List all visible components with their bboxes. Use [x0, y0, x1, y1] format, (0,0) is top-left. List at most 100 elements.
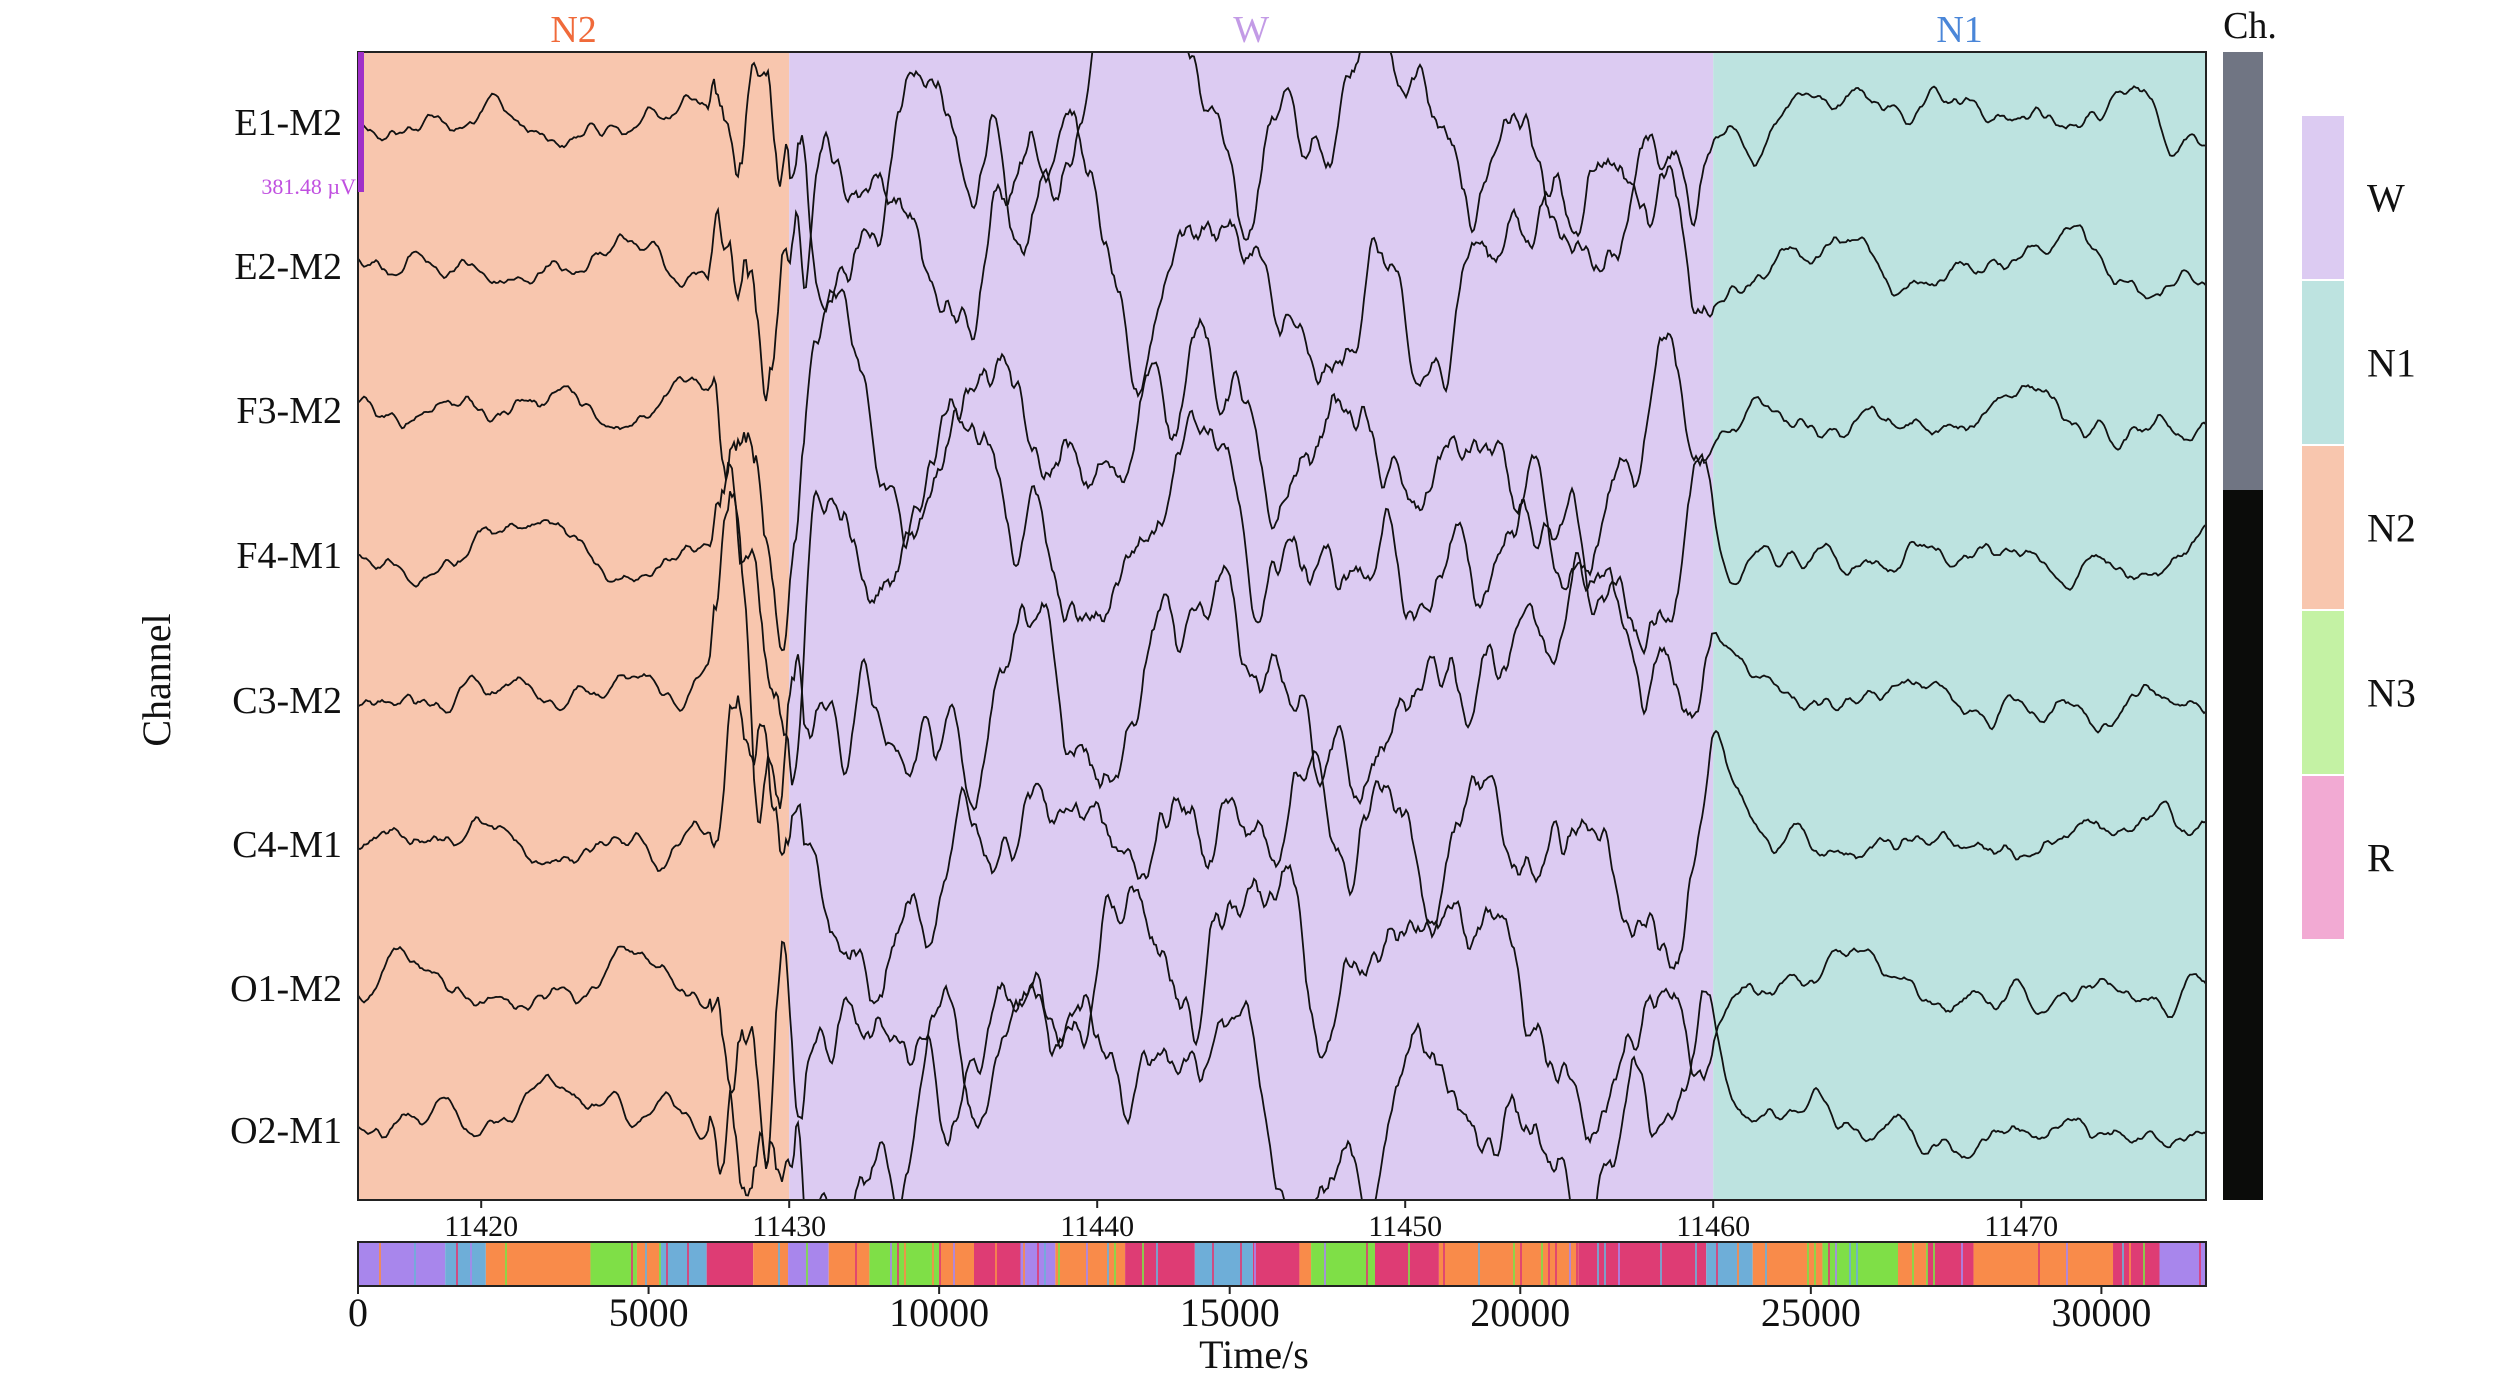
hypnogram-segment-n3	[1311, 1242, 1375, 1286]
hypnogram-stripe	[687, 1242, 689, 1286]
hypnogram-stripe	[1471, 1242, 1473, 1286]
hypnogram-segment-w	[788, 1242, 829, 1286]
hypnogram-stripe	[1513, 1242, 1515, 1286]
hypnogram-stripe	[1919, 1242, 1921, 1286]
hypnogram-stripe	[855, 1242, 857, 1286]
plot-frame	[357, 51, 2207, 1201]
hypnogram-stripe	[890, 1242, 892, 1286]
legend-swatch-r	[2302, 776, 2344, 939]
hypnogram-stripe	[1254, 1242, 1256, 1286]
hypnogram-segment-w	[358, 1242, 446, 1286]
hypnogram-segment-r	[1125, 1242, 1195, 1286]
hypnogram-stripe	[1387, 1242, 1389, 1286]
epoch-tick-label: 11450	[1368, 1210, 1442, 1243]
hypnogram-segment-n3	[590, 1242, 637, 1286]
hypnogram-stripe	[1695, 1242, 1697, 1286]
hypnogram-segment-n1	[445, 1242, 486, 1286]
hypnogram-stripe	[456, 1242, 458, 1286]
hypnogram-stripe	[666, 1242, 668, 1286]
hypnogram-stripe	[1107, 1242, 1109, 1286]
channel-label-o2-m1: O2-M1	[230, 1110, 342, 1152]
hypnogram-stripe	[1121, 1242, 1123, 1286]
signal-o2-m1	[358, 971, 2206, 1200]
hypnogram-stripe	[1793, 1242, 1795, 1286]
hypnogram-stripe	[2199, 1242, 2201, 1286]
hypnogram-stripe	[2038, 1242, 2040, 1286]
channel-label-o1-m2: O1-M2	[230, 968, 342, 1010]
hypnogram-segment-n2	[753, 1242, 789, 1286]
epoch-segment-n2	[358, 52, 790, 1200]
hypnogram-stripe	[1604, 1242, 1606, 1286]
channel-bar-label: Ch.	[2223, 5, 2277, 47]
hypnogram-stripe	[1114, 1242, 1116, 1286]
signal-e2-m2	[358, 107, 2206, 402]
hypnogram-stripe	[1569, 1242, 1571, 1286]
hypnogram-stripe	[1828, 1242, 1830, 1286]
hypnogram-stripe	[470, 1242, 472, 1286]
hypnogram-stripe	[1716, 1242, 1718, 1286]
hypnogram-stripe	[904, 1242, 906, 1286]
signal-f3-m2	[358, 288, 2206, 652]
hypnogram-stripe	[1086, 1242, 1088, 1286]
hypnogram-segment-r	[2113, 1242, 2160, 1286]
signal-e1-m2	[358, 52, 2206, 313]
hypnogram-stripe	[1240, 1242, 1242, 1286]
hypnogram-stripe	[1548, 1242, 1550, 1286]
hypnogram-stripe	[1835, 1242, 1837, 1286]
epoch-tick-label: 11460	[1676, 1210, 1750, 1243]
hypnogram-stripe	[995, 1242, 997, 1286]
hypnogram-stripe	[1520, 1242, 1522, 1286]
hypnogram-stripe	[505, 1242, 507, 1286]
hypnogram-stripe	[932, 1242, 934, 1286]
hypnogram-segment-n2	[1752, 1242, 1823, 1286]
hypnogram-segment-r	[1374, 1242, 1439, 1286]
hypnogram-stripe	[1660, 1242, 1662, 1286]
hypnogram-stripe	[1541, 1242, 1543, 1286]
channel-label-f3-m2: F3-M2	[236, 390, 342, 432]
hypnogram-stripe	[379, 1242, 381, 1286]
hypnogram-frame	[357, 1241, 2207, 1287]
epoch-background	[358, 52, 2206, 1200]
channel-label-c3-m2: C3-M2	[232, 680, 342, 722]
channel-bar-top	[2223, 52, 2263, 490]
signal-f4-m1	[358, 407, 2206, 786]
hypnogram-stripe	[2066, 1242, 2068, 1286]
hypnogram-stripe	[1037, 1242, 1039, 1286]
epoch-tick-label: 11470	[1984, 1210, 2058, 1243]
hypnogram-segment-n2	[939, 1242, 974, 1286]
signal-c4-m1	[358, 695, 2206, 1005]
legend-swatch-n2	[2302, 446, 2344, 609]
hypnogram-tick-label: 5000	[609, 1290, 689, 1335]
legend-label-r: R	[2367, 836, 2394, 881]
hypnogram-stripe	[1023, 1242, 1025, 1286]
hypnogram-stripe	[939, 1242, 941, 1286]
hypnogram-stripe	[645, 1242, 647, 1286]
hypnogram-segment-n2	[1438, 1242, 1579, 1286]
hypnogram-stripe	[953, 1242, 955, 1286]
y-axis-label: Channel	[134, 613, 179, 746]
hypnogram-tick-label: 15000	[1180, 1290, 1280, 1335]
hypnogram-stripe	[1807, 1242, 1809, 1286]
hypnogram-segment-w	[2159, 1242, 2206, 1286]
hypnogram-segment-n2	[1973, 1242, 2114, 1286]
hypnogram-stripe	[1534, 1242, 1536, 1286]
hypnogram-tick-label: 0	[348, 1290, 368, 1335]
hypnogram-stripe	[1856, 1242, 1858, 1286]
hypnogram-tick-label: 20000	[1470, 1290, 1570, 1335]
hypnogram-segment-n1	[1194, 1242, 1253, 1286]
hypnogram-stripe	[1142, 1242, 1144, 1286]
hypnogram-stripe	[1737, 1242, 1739, 1286]
hypnogram-stripe	[1849, 1242, 1851, 1286]
hypnogram-stripe	[1912, 1242, 1914, 1286]
hypnogram-stripe	[778, 1242, 780, 1286]
hypnogram-stripe	[2010, 1242, 2012, 1286]
hypnogram-stripe	[1366, 1242, 1368, 1286]
hypnogram-time-ticks: 0 5000 10000 15000 20000 25000 30000	[348, 1286, 2151, 1335]
stage-label-w: W	[1233, 9, 1269, 51]
channel-bar-bottom	[2223, 490, 2263, 1200]
legend-label-n2: N2	[2367, 506, 2416, 551]
hypnogram-stripe	[1618, 1242, 1620, 1286]
stage-labels: N2 W N1	[550, 9, 1982, 51]
legend-swatch-n1	[2302, 281, 2344, 444]
signal-o1-m2	[358, 863, 2206, 1197]
